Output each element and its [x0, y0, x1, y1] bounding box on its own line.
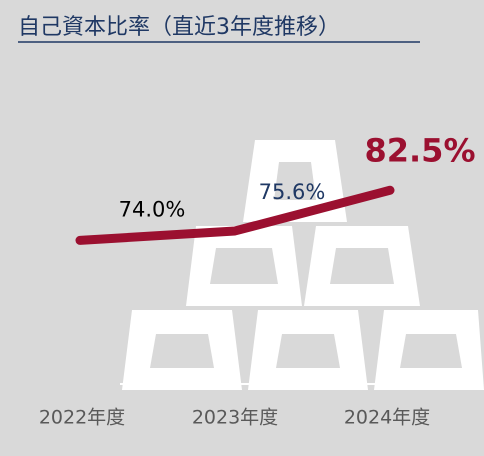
- data-label: 75.6%: [259, 180, 326, 204]
- x-tick-label: 2022年度: [39, 407, 125, 429]
- x-tick-label: 2023年度: [192, 407, 278, 429]
- gold-bars-illustration: [120, 140, 484, 390]
- data-label: 74.0%: [119, 197, 186, 221]
- data-line: [75, 185, 395, 245]
- data-label: 82.5%: [364, 131, 475, 169]
- chart-title: 自己資本比率（直近3年度推移）: [18, 15, 340, 40]
- x-tick-label: 2024年度: [344, 407, 430, 429]
